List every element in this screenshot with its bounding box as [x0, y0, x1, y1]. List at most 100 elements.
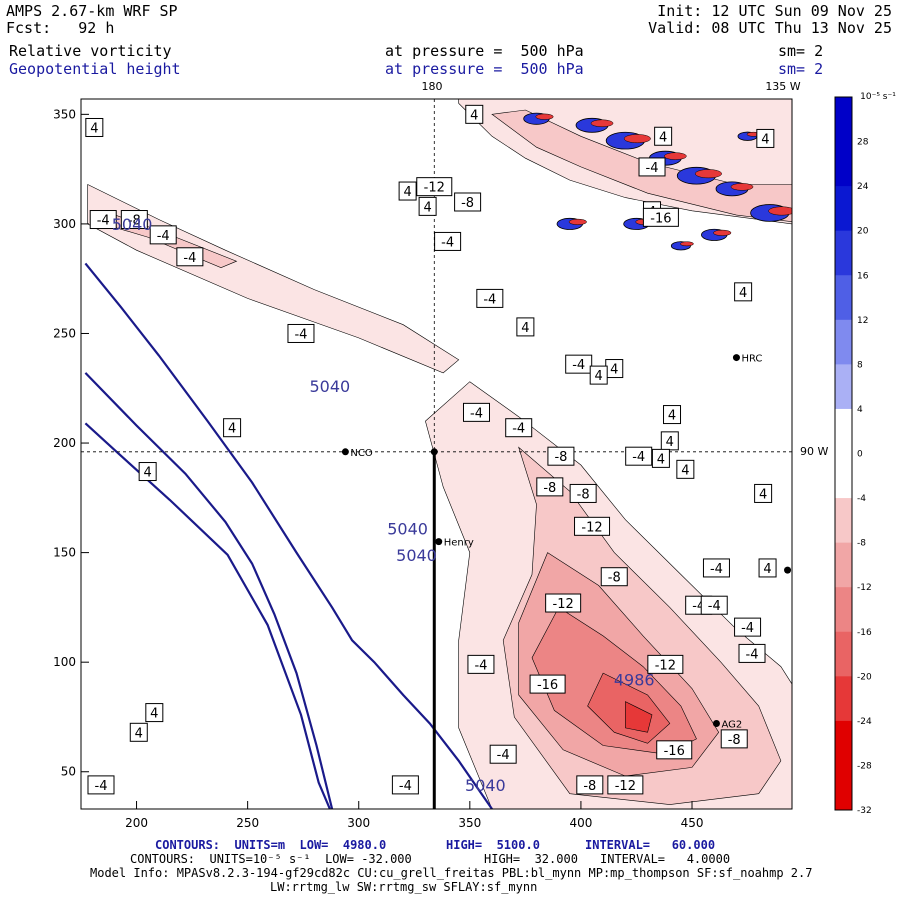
colorbar-segment — [835, 97, 852, 143]
vorticity-label-box — [489, 744, 517, 764]
model-info: Model Info: MPASv8.2.3-194-gf29cd82c CU:… — [90, 866, 813, 880]
y-tick-label: 200 — [53, 436, 76, 450]
colorbar-segment — [835, 587, 852, 633]
vorticity-label-box — [176, 247, 204, 267]
vorticity-label: -12 — [581, 520, 602, 535]
station-label: AG2 — [721, 720, 742, 731]
colorbar-segment — [835, 186, 852, 232]
vorticity-label: -4 — [95, 779, 108, 794]
vorticity-label: 4 — [144, 466, 152, 481]
vorticity-label-box — [638, 157, 666, 177]
negative-vorticity-spot — [695, 169, 722, 179]
vorticity-label-box — [287, 323, 315, 343]
x-tick-label: 350 — [458, 816, 481, 830]
vorticity-label-box — [434, 231, 462, 251]
vorticity-label: -4 — [746, 647, 759, 662]
vorticity-label-box — [720, 729, 748, 749]
vorticity-label-box — [600, 567, 628, 587]
negative-vorticity-spot — [680, 241, 694, 247]
vorticity-label-box — [654, 126, 673, 146]
x-tick-label: 300 — [347, 816, 370, 830]
vorticity-label-box — [734, 617, 762, 637]
colorbar-segment — [835, 720, 852, 766]
colorbar-segment — [835, 542, 852, 588]
vorticity-label: -16 — [537, 678, 558, 693]
init-time: Init: 12 UTC Sun 09 Nov 25 — [657, 2, 892, 20]
vorticity-label-box — [516, 317, 535, 337]
vorticity-label: 4 — [423, 200, 431, 215]
y-tick-label: 250 — [53, 326, 76, 340]
vorticity-label: -16 — [664, 744, 685, 759]
vorticity-label: -8 — [461, 196, 474, 211]
colorbar-segment — [835, 230, 852, 276]
vorticity-label: 4 — [657, 452, 665, 467]
vorticity-label-box — [223, 418, 242, 438]
grid-label-90w: 90 W — [800, 445, 828, 458]
vorticity-label-box — [756, 128, 775, 148]
colorbar-tick-label: 24 — [857, 182, 869, 192]
station-label: Henry — [444, 538, 474, 549]
vorticity-label: -4 — [183, 251, 196, 266]
colorbar-segment — [835, 275, 852, 321]
colorbar-tick-label: 16 — [857, 271, 869, 281]
colorbar-tick-label: -12 — [857, 583, 872, 593]
field1-name: Relative vorticity — [9, 42, 172, 60]
negative-vorticity-spot — [768, 206, 792, 216]
vorticity-label: 4 — [521, 321, 529, 336]
height-contour-line — [84, 422, 331, 809]
vorticity-label-box — [391, 775, 419, 795]
valid-time: Valid: 08 UTC Thu 13 Nov 25 — [648, 19, 892, 37]
station-dot — [712, 720, 720, 728]
vorticity-label-box — [536, 477, 564, 497]
vorticity-label-box — [462, 402, 490, 422]
vorticity-label: 4 — [761, 132, 769, 147]
vorticity-label-box — [467, 654, 495, 674]
x-tick-label: 250 — [236, 816, 259, 830]
negative-vorticity-spot — [535, 113, 554, 120]
vorticity-label-box — [129, 722, 148, 742]
y-tick-label: 150 — [53, 546, 76, 560]
vorticity-label: 4 — [763, 562, 771, 577]
vorticity-label-box — [738, 643, 766, 663]
vorticity-label: -8 — [728, 733, 741, 748]
vorticity-label-box — [625, 446, 653, 466]
vorticity-label: -12 — [655, 658, 676, 673]
vorticity-label: -4 — [483, 292, 496, 307]
vorticity-label-box — [607, 775, 644, 795]
y-tick-label: 350 — [53, 107, 76, 121]
field2-level: at pressure = 500 hPa — [385, 60, 584, 78]
negative-vorticity-spot — [713, 229, 732, 236]
station-dot — [732, 354, 740, 362]
vorticity-label: -8 — [583, 779, 596, 794]
vorticity-label-box — [589, 365, 608, 385]
colorbar-segment — [835, 765, 852, 811]
colorbar-tick-label: -4 — [857, 494, 866, 504]
height-contour-high: HIGH= 5100.0 — [446, 838, 540, 852]
vorticity-region — [625, 701, 653, 733]
vorticity-label: -4 — [572, 358, 585, 373]
negative-vorticity-spot — [590, 119, 614, 128]
vorticity-label: 4 — [668, 409, 676, 424]
negative-vorticity-spot — [730, 183, 754, 191]
vorticity-label-box — [416, 177, 453, 197]
field2-smoothing: sm= 2 — [778, 60, 824, 78]
vorticity-label-box — [529, 674, 566, 694]
vorticity-label: -12 — [553, 597, 574, 612]
vorticity-label: 4 — [150, 707, 158, 722]
vorticity-label: -8 — [608, 571, 621, 586]
vorticity-label: -4 — [512, 422, 525, 437]
station-dot — [435, 538, 443, 546]
negative-vorticity-spot — [623, 134, 651, 144]
vorticity-label: 4 — [681, 463, 689, 478]
vorticity-label: -4 — [399, 779, 412, 794]
vorticity-label-box — [465, 104, 484, 124]
model-info-2: LW:rrtmg_lw SW:rrtmg_sw SFLAY:sf_mynn — [270, 880, 538, 894]
height-contour-label: 5040 — [465, 776, 506, 795]
vorticity-label: 4 — [659, 130, 667, 145]
station-markers: NCO Henry HRC AG2 — [341, 354, 792, 731]
colorbar-segment — [835, 676, 852, 722]
colorbar-tick-label: -8 — [857, 539, 866, 549]
height-contour-label: 5040 — [396, 546, 437, 565]
colorbar-tick-label: -28 — [857, 761, 872, 771]
